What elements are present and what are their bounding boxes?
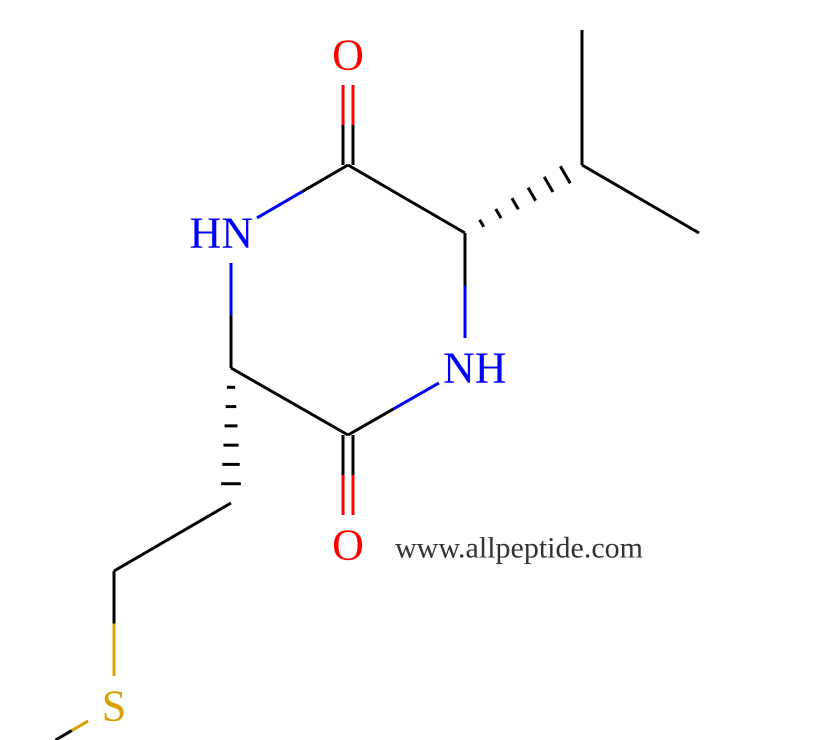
- atom-label-O_top: O: [332, 31, 364, 80]
- stereo-hash: [544, 177, 553, 192]
- stereo-hash: [560, 166, 570, 183]
- molecule-diagram: O NH O HN Swww.allpeptide.com: [0, 0, 821, 740]
- atom-label-S: S: [102, 682, 126, 731]
- watermark-text: www.allpeptide.com: [395, 532, 643, 565]
- stereo-hash: [512, 198, 518, 209]
- stereo-hash: [496, 209, 501, 218]
- bond: [348, 165, 465, 233]
- bond: [302, 165, 348, 191]
- bond: [257, 191, 303, 217]
- bond: [393, 383, 438, 409]
- stereo-hash: [528, 188, 536, 201]
- bond: [56, 731, 72, 740]
- bond: [231, 368, 348, 435]
- stereo-hash: [480, 220, 484, 227]
- atom-label-N_br: NH: [443, 344, 507, 393]
- atom-label-N_tl: HN: [189, 209, 253, 258]
- bond: [114, 503, 231, 571]
- bond: [348, 409, 393, 435]
- bond: [72, 721, 88, 730]
- atom-label-O_bot: O: [332, 521, 364, 570]
- bond: [582, 165, 699, 233]
